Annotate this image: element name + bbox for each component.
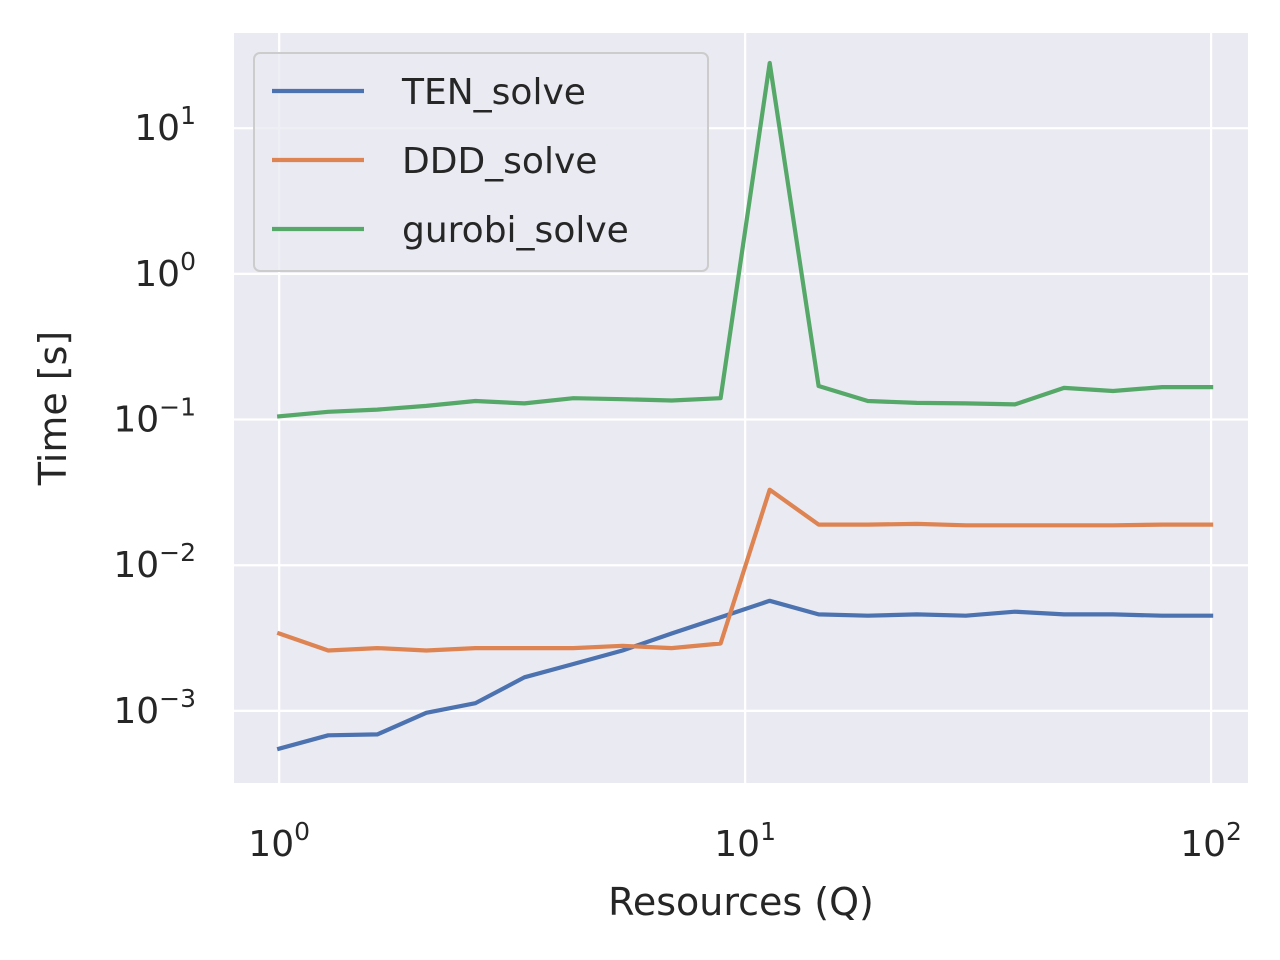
x-tick-label: 100 <box>248 817 310 865</box>
legend: TEN_solve DDD_solve gurobi_solve <box>253 52 709 272</box>
x-tick-label: 102 <box>1180 817 1242 865</box>
y-axis-label: Time [s] <box>31 331 75 487</box>
legend-label: DDD_solve <box>402 141 597 182</box>
y-tick-label: 10−2 <box>113 538 196 586</box>
y-tick-label: 10−3 <box>113 684 196 732</box>
x-tick-labels: 100 101 102 <box>248 817 1242 865</box>
series-lines <box>276 60 1214 752</box>
x-axis-label: Resources (Q) <box>608 880 874 924</box>
x-tick-label: 101 <box>714 817 776 865</box>
legend-label: gurobi_solve <box>402 210 629 251</box>
series-line-ten-solve <box>276 598 1214 752</box>
legend-label: TEN_solve <box>401 72 586 113</box>
legend-box <box>253 52 709 272</box>
y-tick-label: 10−1 <box>113 393 196 441</box>
y-tick-labels: 10−3 10−2 10−1 100 101 <box>113 101 196 732</box>
y-tick-label: 101 <box>134 101 196 149</box>
y-tick-label: 100 <box>134 247 196 295</box>
series-line-ddd-solve <box>276 487 1214 653</box>
series-line-gurobi-solve <box>276 60 1214 419</box>
